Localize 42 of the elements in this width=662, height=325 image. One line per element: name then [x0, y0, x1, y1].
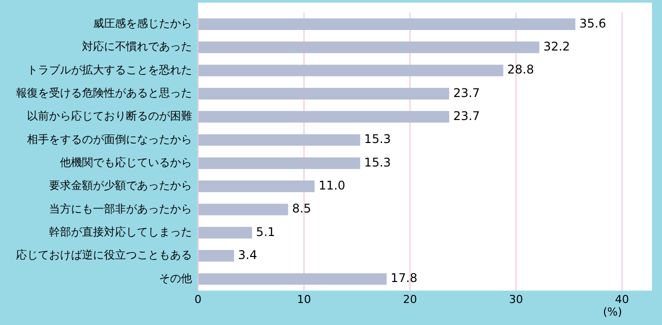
x-tick-label: 30 [509, 293, 523, 306]
y-tick-label: 幹部が直接対応してしまった [49, 226, 192, 239]
bar [198, 226, 252, 238]
data-label: 28.8 [507, 62, 534, 77]
y-tick-label: 要求金額が少額であったから [49, 179, 192, 192]
bar [198, 42, 540, 54]
data-label: 5.1 [256, 224, 276, 239]
bar [198, 273, 387, 285]
y-tick-label: トラブルが拡大することを恐れた [27, 63, 192, 76]
bar [198, 204, 288, 216]
y-tick-label: 当方にも一部非があったから [49, 202, 192, 216]
bar [198, 111, 450, 123]
data-label: 15.3 [364, 155, 391, 170]
data-label: 3.4 [238, 248, 258, 262]
data-label: 23.7 [453, 86, 480, 100]
y-tick-label: 以前から応じており断るのが困難 [27, 110, 192, 123]
bar [198, 250, 234, 262]
bar [198, 157, 360, 169]
bar [198, 134, 360, 146]
data-label: 23.7 [453, 108, 480, 123]
y-tick-label: 相手をするのが面倒になったから [27, 132, 192, 146]
y-tick-label: その他 [159, 272, 192, 285]
y-tick-label: 対応に不慣れであった [82, 40, 192, 54]
data-label: 32.2 [543, 39, 570, 54]
bar [198, 88, 450, 100]
bar [198, 18, 576, 30]
data-label: 11.0 [318, 178, 346, 192]
bar [198, 180, 315, 192]
y-tick-label: 応じておけば逆に役立つこともある [16, 248, 192, 262]
y-tick-label: 威圧感を感じたから [93, 17, 192, 30]
data-label: 17.8 [390, 271, 418, 286]
data-label: 35.6 [579, 16, 606, 30]
x-axis-title: (%) [602, 305, 622, 318]
x-tick-label: 10 [297, 293, 311, 306]
data-label: 15.3 [364, 132, 391, 146]
data-label: 8.5 [292, 202, 312, 216]
bar [198, 64, 504, 76]
x-tick-label: 0 [194, 293, 202, 306]
y-tick-label: 他機関でも応じているから [60, 156, 192, 170]
x-tick-label: 20 [403, 293, 417, 306]
x-tick-label: 40 [615, 293, 629, 306]
y-tick-label: 報復を受ける危険性があると思った [16, 86, 192, 100]
